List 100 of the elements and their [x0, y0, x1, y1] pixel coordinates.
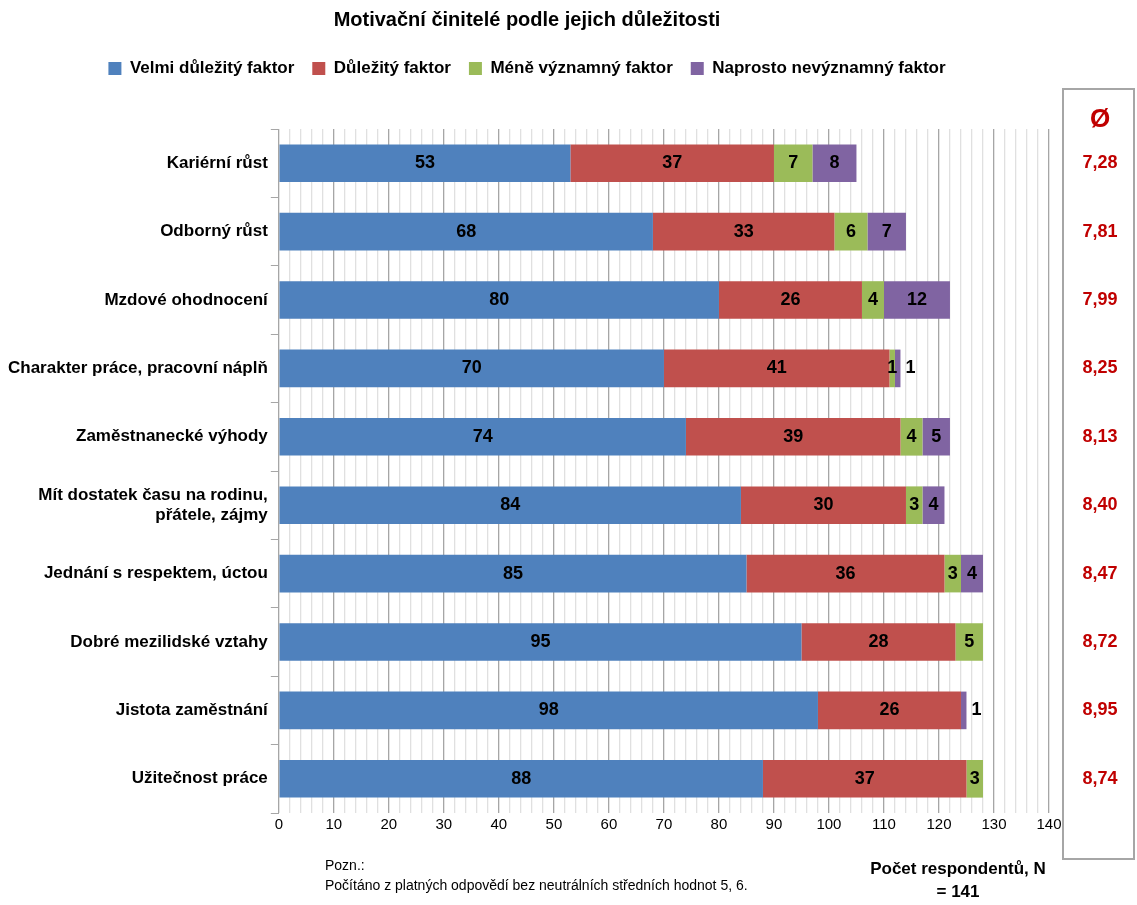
bar [922, 486, 945, 525]
text: 8,74 [1082, 767, 1118, 788]
data-label: 4 [966, 562, 977, 583]
bar [279, 417, 686, 456]
y-tick-label: Charakter práce, pracovní náplň [7, 358, 268, 378]
data-label: 28 [868, 630, 889, 651]
x-tick-label: 20 [380, 815, 398, 833]
bar [279, 691, 818, 730]
y-tick-label: Jednání s respektem, úctou [43, 563, 268, 583]
bar [834, 212, 868, 251]
x-axis-title: Počet respondentů, N = 141 [869, 858, 1047, 903]
bar [718, 281, 862, 319]
data-label: 7 [881, 220, 892, 241]
text: 7,99 [1082, 288, 1118, 309]
x-tick-label: 10 [325, 815, 343, 833]
y-tick-label: Mít dostatek času na rodinu, přátele, zájmy [38, 484, 269, 525]
data-label: 5 [964, 630, 975, 651]
data-label: 37 [662, 152, 683, 173]
bar [883, 281, 950, 319]
bar [279, 281, 719, 319]
data-label: 3 [909, 494, 920, 515]
data-label: 6 [845, 220, 856, 241]
bar [279, 554, 747, 593]
data-label: 80 [489, 288, 510, 309]
data-label: 5 [931, 425, 942, 446]
bar [762, 759, 967, 798]
data-label: 98 [538, 699, 559, 720]
bar [773, 144, 813, 183]
data-label: 4 [867, 288, 878, 309]
text: 8,72 [1082, 630, 1118, 651]
bar [663, 349, 890, 388]
data-label: 26 [879, 699, 900, 720]
data-label: 4 [928, 494, 939, 515]
x-tick-label: 50 [545, 815, 563, 833]
x-tick-label: 40 [490, 815, 508, 833]
y-tick-label: Dobré mezilidské vztahy [70, 631, 269, 651]
bar [279, 486, 741, 525]
data-label: 88 [511, 767, 532, 788]
data-label: 33 [733, 220, 754, 241]
data-label: 37 [854, 767, 875, 788]
data-label: 70 [461, 357, 482, 378]
data-label: 26 [780, 288, 801, 309]
data-label: 30 [813, 494, 834, 515]
legend-label: Méně významný faktor [490, 58, 674, 78]
data-label: 3 [969, 767, 980, 788]
text: 8,40 [1082, 494, 1118, 515]
bar [740, 486, 906, 525]
data-label: 4 [906, 425, 917, 446]
data-label: 1 [905, 357, 916, 378]
data-label: 85 [502, 562, 523, 583]
data-label: 39 [783, 425, 804, 446]
text: 7,81 [1082, 220, 1118, 241]
x-tick-label: 140 [1036, 815, 1062, 833]
bar [922, 417, 950, 456]
x-tick-label: 70 [655, 815, 673, 833]
data-label: 41 [766, 357, 787, 378]
data-label: 8 [829, 152, 840, 173]
bar [279, 759, 763, 798]
x-tick-label: 120 [926, 815, 952, 833]
y-tick-label: Kariérní růst [166, 152, 269, 172]
legend-label: Naprosto nevýznamný faktor [712, 58, 946, 78]
x-tick-label: 130 [981, 815, 1007, 833]
bar [279, 623, 802, 661]
data-label: 95 [530, 630, 551, 651]
data-label: 74 [472, 425, 493, 446]
data-label: 84 [500, 494, 521, 515]
bar [685, 417, 901, 456]
text: 8,95 [1082, 699, 1118, 720]
text: Počítáno z platných odpovědí bez neutrálních středních hodnot 5, 6. [325, 876, 748, 895]
text: Pozn.: [325, 856, 366, 875]
bar [900, 417, 923, 456]
data-label: 3 [947, 562, 958, 583]
data-label: 12 [906, 288, 927, 309]
data-label: 7 [788, 152, 799, 173]
x-tick-label: 80 [710, 815, 728, 833]
bar [867, 212, 906, 251]
text: 7,28 [1082, 152, 1118, 173]
text: Ø [1089, 103, 1111, 134]
bar [279, 212, 653, 251]
bar [955, 623, 983, 661]
data-label: 68 [456, 220, 477, 241]
x-tick-label: 90 [765, 815, 783, 833]
x-tick-label: 110 [872, 815, 896, 833]
bar [746, 554, 945, 593]
text: 8,13 [1082, 425, 1118, 446]
bar [861, 281, 884, 319]
data-label: 36 [835, 562, 856, 583]
x-tick-label: 30 [435, 815, 453, 833]
y-tick-label: Jistota zaměstnání [115, 700, 270, 720]
bar [812, 144, 857, 183]
data-label: 53 [414, 152, 435, 173]
y-tick-label: Odborný růst [160, 221, 269, 241]
bar [279, 144, 571, 183]
bar [817, 691, 961, 730]
data-label: 1 [971, 699, 982, 720]
y-tick-label: Užitečnost práce [131, 768, 268, 788]
bar [652, 212, 835, 251]
text: 8,25 [1082, 357, 1118, 378]
chart-title: Motivační činitelé podle jejich důležitosti [333, 7, 721, 30]
legend-label: Velmi důležitý faktor [129, 58, 295, 78]
